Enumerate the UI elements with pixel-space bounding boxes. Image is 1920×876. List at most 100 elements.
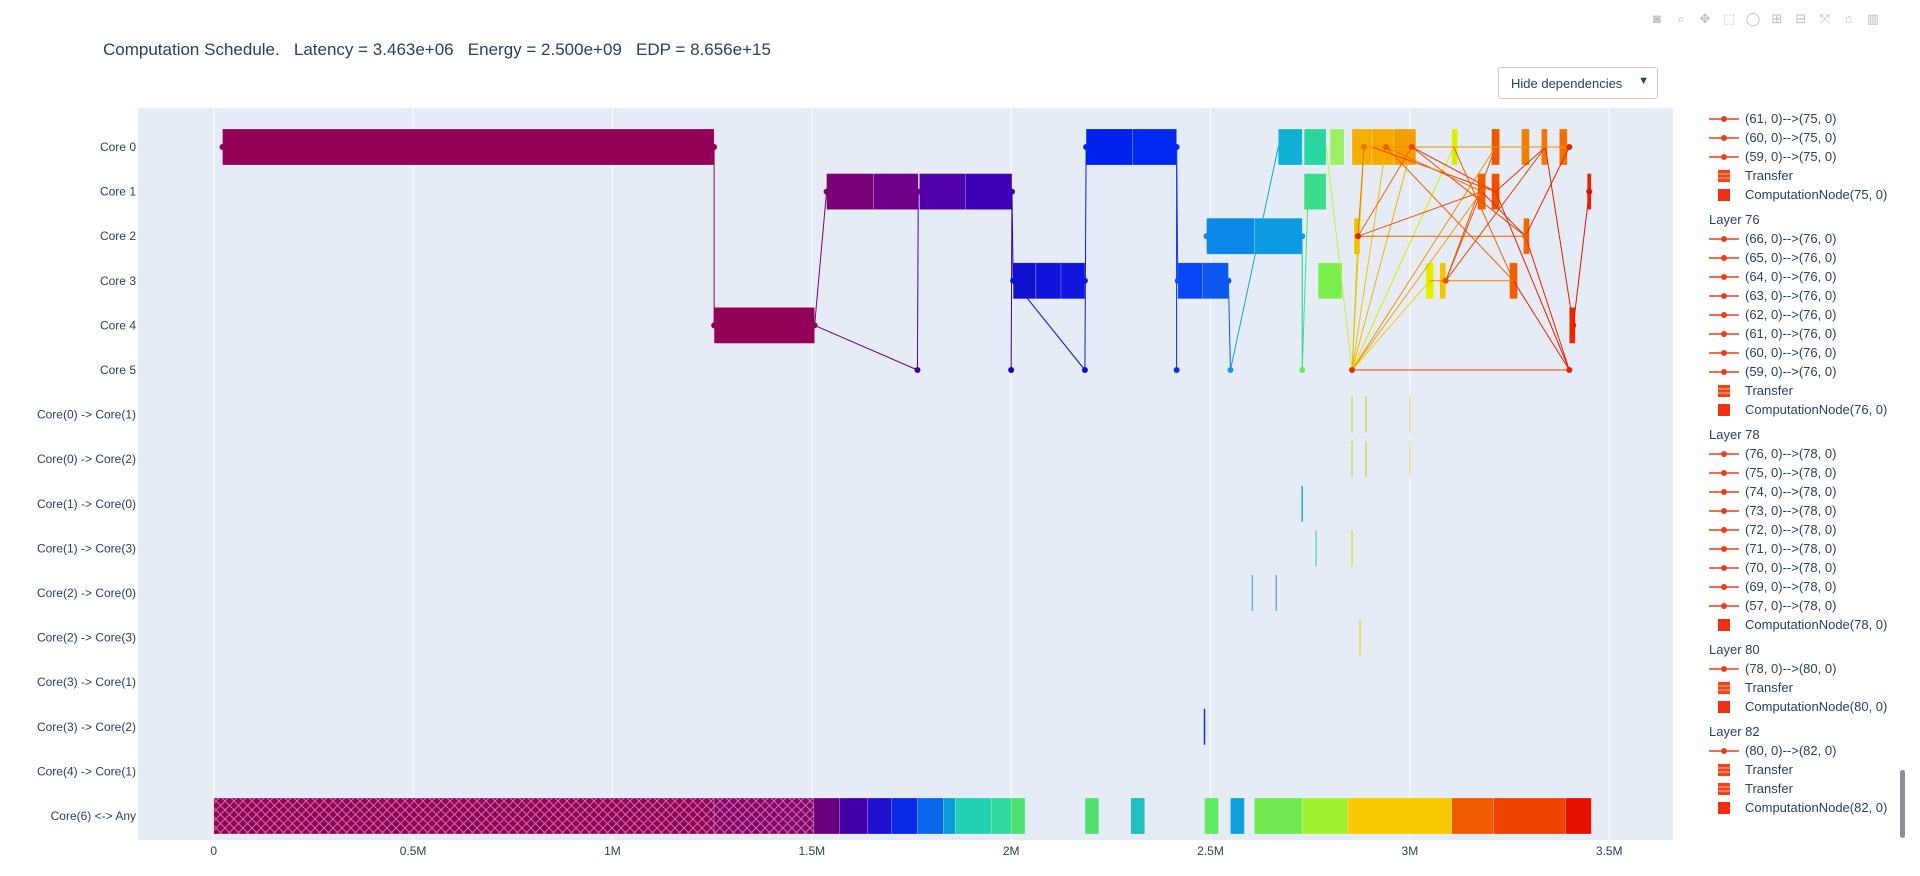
dependency-line [916, 191, 919, 371]
legend-transfer-swatch-icon [1709, 782, 1739, 796]
legend-item[interactable]: Transfer [1709, 678, 1793, 697]
legend-item[interactable]: Transfer [1709, 760, 1793, 779]
plotly-logo-icon[interactable]: ▥ [1866, 11, 1880, 26]
legend-item[interactable]: (74, 0)-->(78, 0) [1709, 482, 1836, 501]
legend-line-marker-icon [1709, 662, 1739, 676]
dependency-line [1411, 146, 1526, 237]
legend-line-marker-icon [1709, 599, 1739, 613]
pan-icon[interactable]: ✥ [1699, 11, 1711, 26]
legend-item-label: Transfer [1745, 680, 1793, 695]
legend-item[interactable]: (66, 0)-->(76, 0) [1709, 229, 1836, 248]
legend-item[interactable]: ComputationNode(75, 0) [1709, 185, 1887, 204]
dependency-dot [823, 188, 830, 195]
legend-item[interactable]: (71, 0)-->(78, 0) [1709, 539, 1836, 558]
dependency-dot [1173, 367, 1180, 373]
x-gridlines [213, 108, 1610, 840]
legend-item[interactable]: (61, 0)-->(76, 0) [1709, 324, 1836, 343]
legend[interactable]: (61, 0)-->(75, 0) (60, 0)-->(75, 0) (59, 0… [1700, 108, 1905, 836]
legend-item-label: (61, 0)-->(75, 0) [1745, 111, 1837, 126]
task-bar [1254, 797, 1303, 835]
legend-item[interactable]: (59, 0)-->(75, 0) [1709, 147, 1836, 166]
legend-item[interactable]: Transfer [1709, 381, 1793, 400]
reset-axes-icon[interactable]: ⌂ [1845, 11, 1853, 26]
legend-item[interactable]: (57, 0)-->(78, 0) [1709, 596, 1836, 615]
task-bar [1303, 128, 1327, 166]
legend-item[interactable]: (72, 0)-->(78, 0) [1709, 520, 1836, 539]
legend-item[interactable]: ComputationNode(78, 0) [1709, 615, 1887, 634]
dependency-dot [1570, 322, 1577, 329]
camera-icon[interactable]: ◙ [1653, 11, 1661, 26]
legend-item[interactable]: (78, 0)-->(80, 0) [1709, 659, 1836, 678]
legend-item[interactable]: (80, 0)-->(82, 0) [1709, 741, 1836, 760]
task-bar [1451, 797, 1494, 835]
dependency-dot [1566, 367, 1573, 373]
dependency-line [1495, 146, 1546, 192]
legend-item-label: ComputationNode(78, 0) [1745, 617, 1888, 632]
legend-group-title: Layer 80 [1709, 642, 1760, 657]
legend-item[interactable]: Transfer [1709, 779, 1793, 798]
legend-item[interactable]: Transfer [1709, 166, 1793, 185]
lasso-icon[interactable]: ◯ [1745, 11, 1761, 26]
task-bar [891, 797, 918, 835]
task-bar [1347, 797, 1453, 835]
dependency-dot [1382, 144, 1389, 150]
legend-item[interactable]: (62, 0)-->(76, 0) [1709, 305, 1836, 324]
zoom-in-icon[interactable]: ⊞ [1771, 11, 1783, 26]
dependency-line [1351, 146, 1413, 371]
legend-line-marker-icon [1709, 561, 1739, 575]
task-bar [1301, 797, 1349, 835]
x-axis-labels: 0 0.5M 1M 1.5M 2M 2.5M 3M 3.5M [210, 844, 1622, 858]
task-bar [826, 173, 874, 210]
y-tick-label: Core(0) -> Core(1) [37, 408, 136, 422]
dependency-line [1513, 280, 1570, 371]
task-bar [919, 173, 966, 210]
legend-item[interactable]: ComputationNode(76, 0) [1709, 400, 1887, 419]
task-bar-hatch [714, 798, 814, 834]
legend-item[interactable]: (75, 0)-->(78, 0) [1709, 463, 1836, 482]
legend-item-label: (62, 0)-->(76, 0) [1745, 307, 1837, 322]
task-bar [1035, 262, 1062, 300]
legend-line-marker-icon [1709, 523, 1739, 537]
legend-item[interactable]: (64, 0)-->(76, 0) [1709, 267, 1836, 286]
dependency-dot [219, 144, 226, 150]
x-tick-label: 3.5M [1596, 844, 1623, 858]
legend-line-marker-icon [1709, 504, 1739, 518]
zoom-out-icon[interactable]: ⊟ [1795, 11, 1807, 26]
legend-item[interactable]: (73, 0)-->(78, 0) [1709, 501, 1836, 520]
legend-item-label: (76, 0)-->(78, 0) [1745, 446, 1837, 461]
legend-item[interactable]: (60, 0)-->(75, 0) [1709, 128, 1836, 147]
dependency-line [1544, 146, 1574, 326]
autoscale-icon[interactable]: ⤧ [1819, 11, 1831, 26]
dependency-dot [1010, 277, 1017, 284]
task-bar [1130, 797, 1146, 835]
legend-scrollbar[interactable] [1900, 770, 1905, 838]
legend-square-swatch-icon [1709, 403, 1739, 417]
zoom-icon[interactable]: ⌕ [1677, 11, 1685, 26]
legend-item[interactable]: (70, 0)-->(78, 0) [1709, 558, 1836, 577]
box-select-icon[interactable]: ⬚ [1722, 11, 1736, 26]
legend-square-swatch-icon [1709, 188, 1739, 202]
legend-item[interactable]: (76, 0)-->(78, 0) [1709, 444, 1836, 463]
legend-item[interactable]: (61, 0)-->(75, 0) [1709, 109, 1836, 128]
legend-item[interactable]: (65, 0)-->(76, 0) [1709, 248, 1836, 267]
legend-item[interactable]: (69, 0)-->(78, 0) [1709, 577, 1836, 596]
task-bar [1012, 262, 1037, 300]
dependency-line [1495, 191, 1570, 371]
hide-dependencies-label: Hide dependencies [1511, 75, 1623, 91]
task-bar [1317, 262, 1343, 300]
legend-item[interactable]: (63, 0)-->(76, 0) [1709, 286, 1836, 305]
gantt-chart[interactable]: Core 0 Core 1 Core 2 Core 3 Core 4 Core 5 Core… [0, 0, 1690, 876]
dependency-line [1445, 146, 1546, 282]
legend-item-label: (71, 0)-->(78, 0) [1745, 541, 1837, 556]
legend-item[interactable]: ComputationNode(80, 0) [1709, 697, 1887, 716]
legend-item[interactable]: ComputationNode(82, 0) [1709, 798, 1887, 817]
y-tick-label: Core 3 [100, 274, 136, 288]
legend-item[interactable]: (60, 0)-->(76, 0) [1709, 343, 1836, 362]
modebar: ◙ ⌕ ✥ ⬚ ◯ ⊞ ⊟ ⤧ ⌂ ▥ [1648, 10, 1882, 30]
legend-item-label: (59, 0)-->(76, 0) [1745, 364, 1837, 379]
dependency-lines-layer [713, 146, 1590, 371]
task-bar [1493, 797, 1566, 835]
hide-dependencies-dropdown[interactable]: Hide dependencies ▼ [1498, 67, 1658, 99]
y-tick-label: Core(3) -> Core(2) [37, 720, 136, 734]
legend-item[interactable]: (59, 0)-->(76, 0) [1709, 362, 1836, 381]
